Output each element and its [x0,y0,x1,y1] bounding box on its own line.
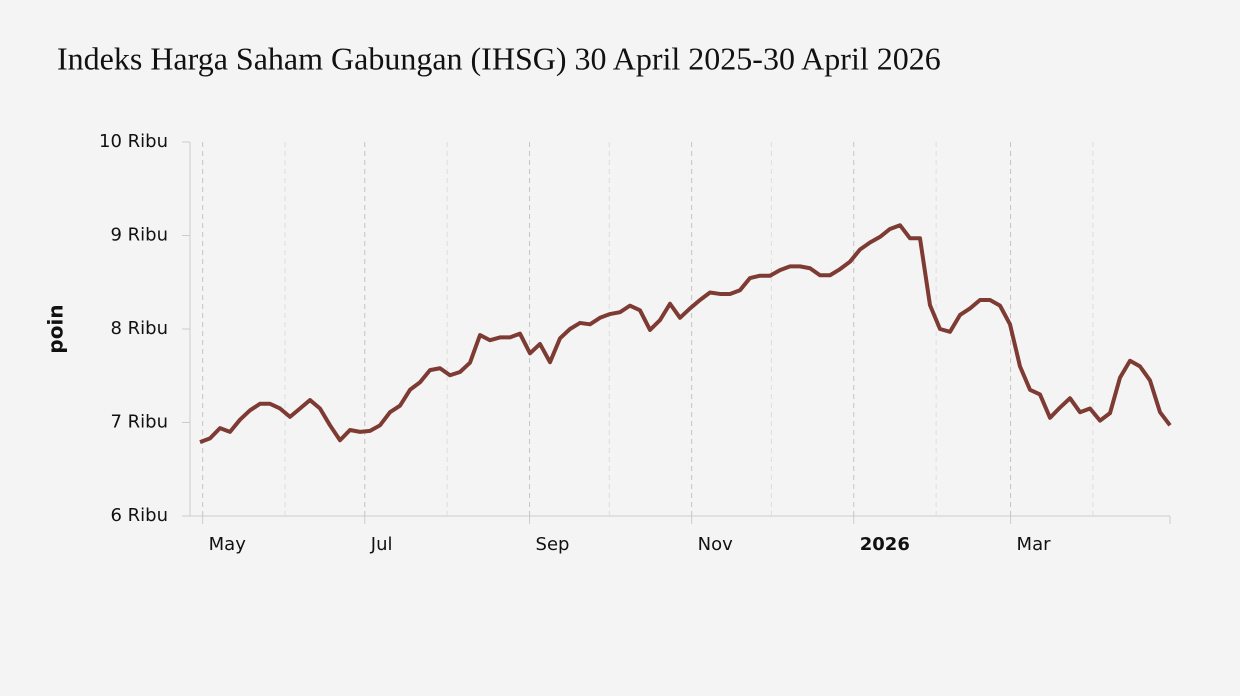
x-tick-label: Nov [698,534,733,555]
y-tick-label: 6 Ribu [110,505,168,526]
x-tick-label: Jul [370,534,393,555]
y-tick-label: 9 Ribu [110,225,168,246]
line-series [199,223,1172,445]
x-tick-label: May [209,534,247,555]
y-tick-label: 7 Ribu [110,412,168,433]
y-tick-label: 10 Ribu [99,131,168,152]
y-tick-label: 8 Ribu [110,318,168,339]
x-tick-label: Mar [1017,534,1052,555]
x-tick-label: Sep [536,534,570,555]
y-axis-label: poin [44,304,68,353]
chart-title: Indeks Harga Saham Gabungan (IHSG) 30 Ap… [57,40,941,76]
x-tick-label: 2026 [860,534,910,555]
